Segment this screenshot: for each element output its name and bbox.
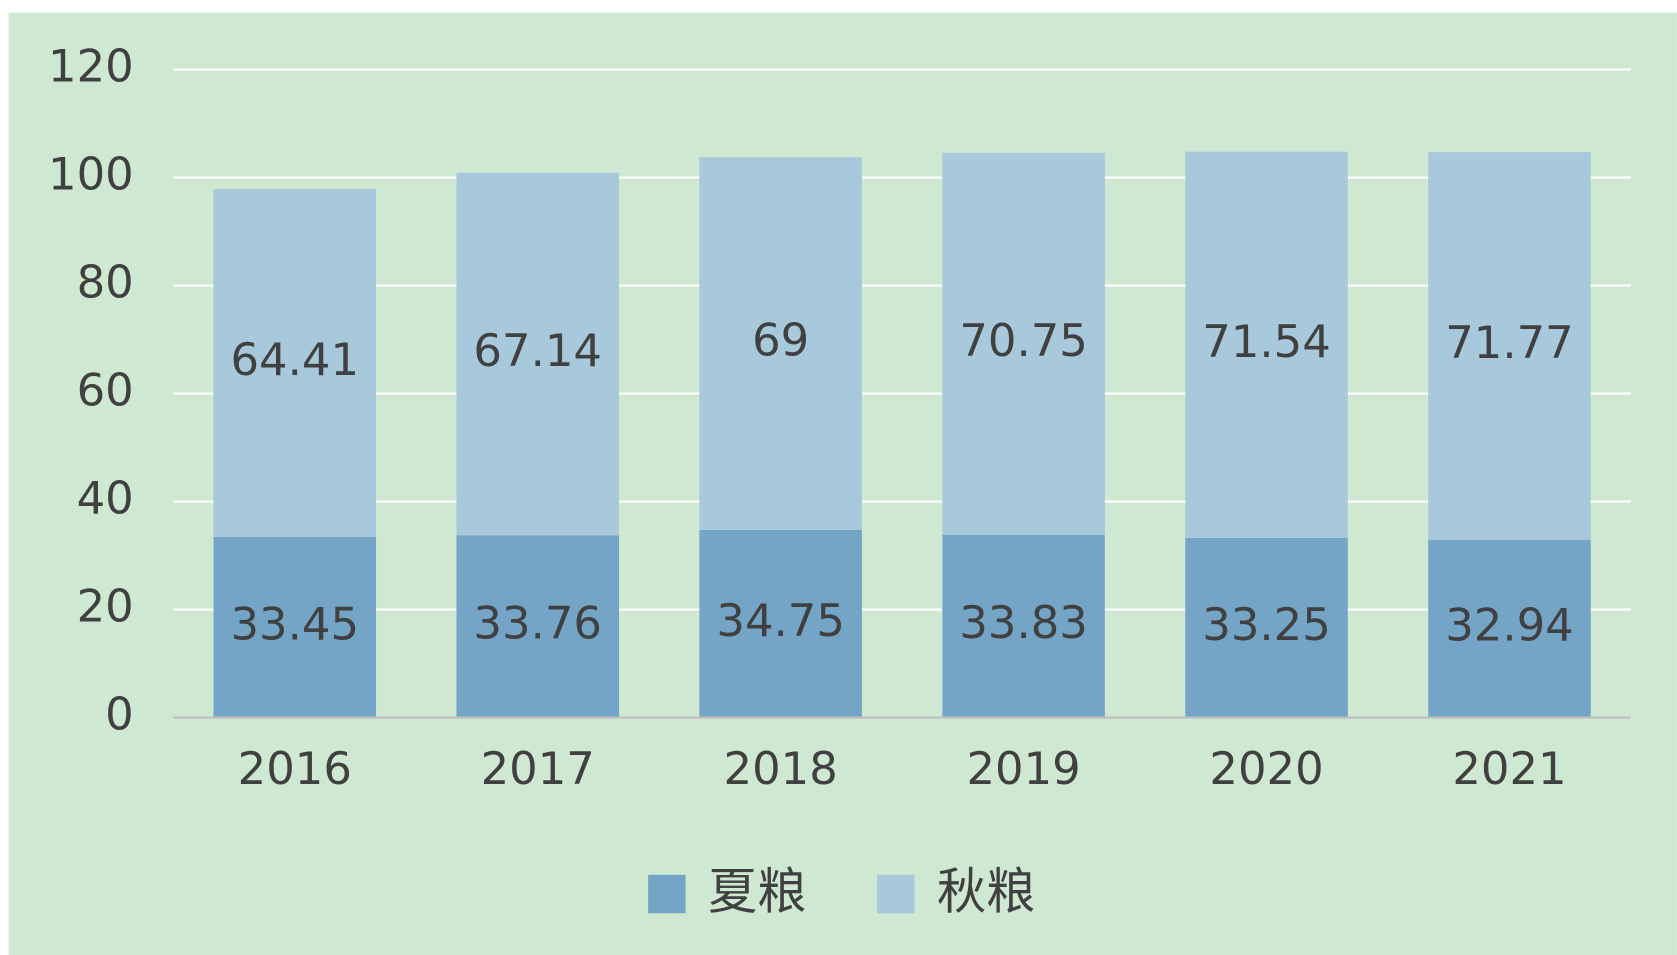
data-label: 67.14 <box>473 324 602 377</box>
bar-segment <box>942 152 1105 535</box>
y-tick-label: 0 <box>105 688 134 741</box>
bar-segment <box>213 189 377 537</box>
data-label: 70.75 <box>959 314 1088 367</box>
x-tick-label: 2020 <box>1209 742 1323 795</box>
bar-segment <box>1185 151 1348 539</box>
bar-segment <box>1428 539 1591 718</box>
data-label: 33.83 <box>959 596 1088 649</box>
bar-segment <box>699 157 862 530</box>
data-label: 34.75 <box>716 594 845 647</box>
data-label: 69 <box>752 314 809 367</box>
y-tick-label: 40 <box>77 472 134 525</box>
bar-segment <box>456 535 619 718</box>
data-label: 64.41 <box>231 333 360 386</box>
x-tick-label: 2019 <box>966 742 1080 795</box>
legend-label: 秋粮 <box>937 863 1035 921</box>
data-label: 32.94 <box>1445 599 1574 652</box>
bar-segment <box>456 172 619 536</box>
x-tick-label: 2021 <box>1452 742 1566 795</box>
data-label: 71.77 <box>1445 316 1574 369</box>
legend-label: 夏粮 <box>708 863 806 921</box>
data-label: 71.54 <box>1202 315 1331 368</box>
x-tick-label: 2017 <box>481 742 595 795</box>
y-tick-label: 100 <box>48 148 134 201</box>
data-label: 33.76 <box>473 596 602 649</box>
data-label: 33.45 <box>231 597 360 650</box>
x-tick-label: 2018 <box>724 742 838 795</box>
bar-segment <box>1428 152 1591 540</box>
legend-swatch <box>876 874 915 914</box>
bar-segment <box>213 536 377 718</box>
y-tick-label: 80 <box>77 256 134 309</box>
y-tick-label: 20 <box>77 580 134 633</box>
bar-segment <box>1185 538 1348 718</box>
y-tick-label: 120 <box>48 40 134 93</box>
data-label: 33.25 <box>1202 598 1331 651</box>
bar-segment <box>699 529 862 718</box>
bar-segment <box>942 534 1105 718</box>
legend-swatch <box>648 874 686 914</box>
y-tick-label: 60 <box>77 364 134 417</box>
x-tick-label: 2016 <box>238 742 352 795</box>
